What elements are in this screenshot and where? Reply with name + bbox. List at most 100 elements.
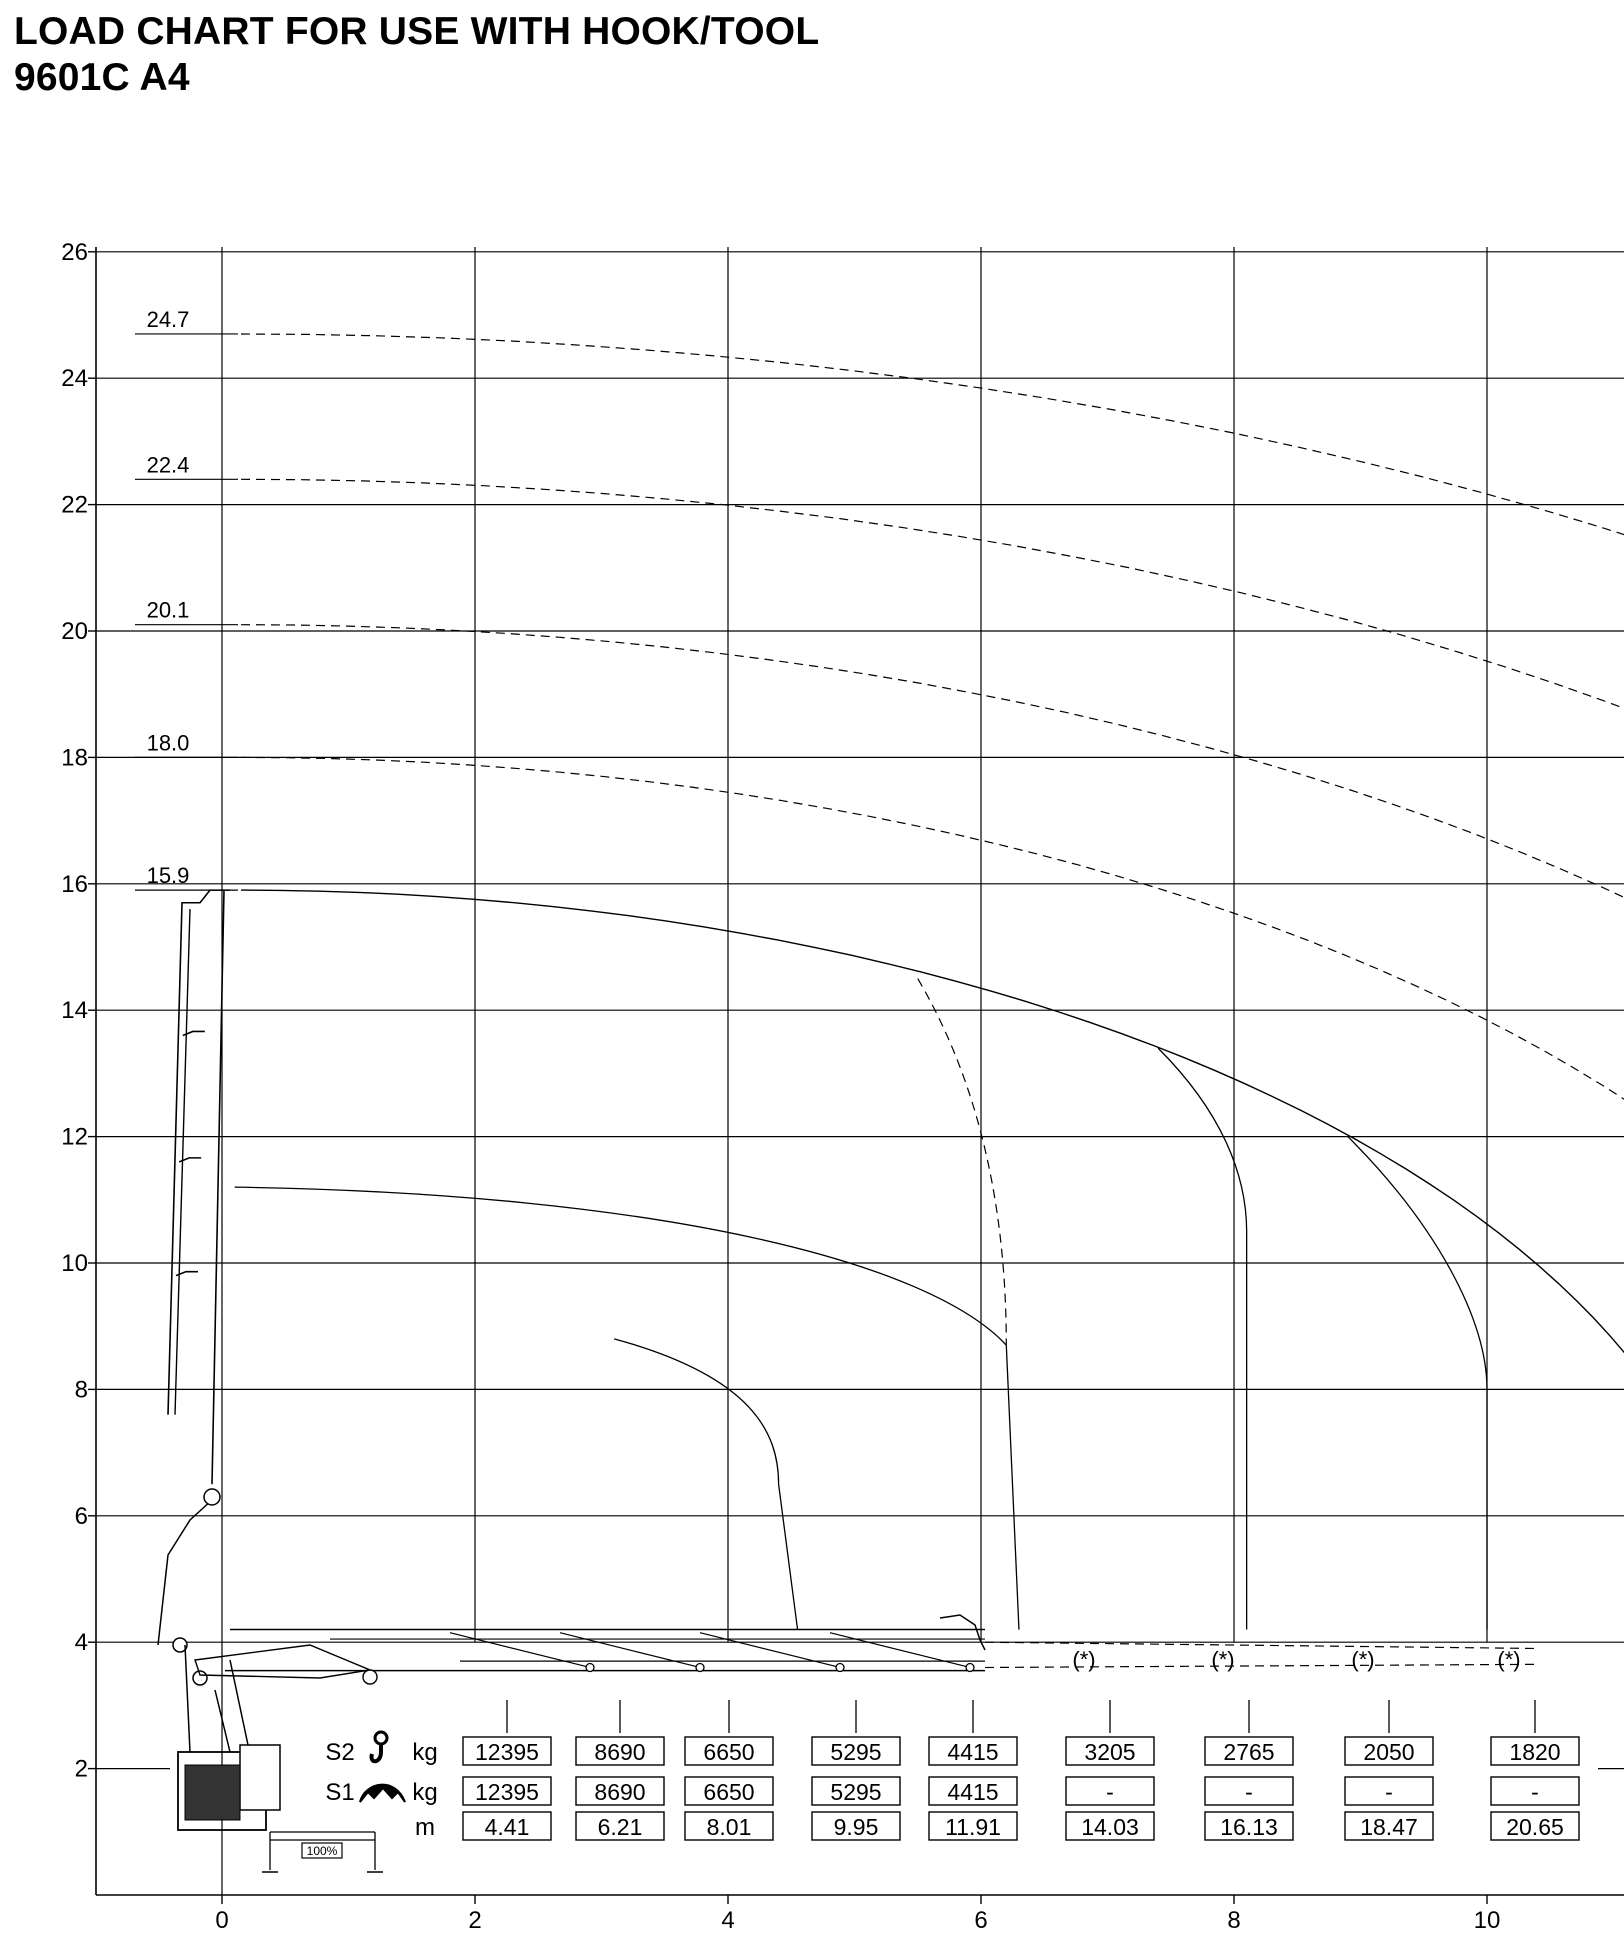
- chart-axes: 0246810121416182022246810121416182022242…: [61, 239, 1624, 1934]
- jib-bottom-dashed: [984, 1663, 1541, 1669]
- max-height-label: 24.7: [147, 307, 190, 332]
- value-box: [811, 1811, 901, 1841]
- extension-ram: [829, 1632, 971, 1669]
- footnote-marker: (*): [1211, 1647, 1234, 1672]
- reach-value: 8.01: [707, 1814, 752, 1840]
- value-box: [1344, 1776, 1434, 1806]
- footnote-marker: (*): [1351, 1647, 1374, 1672]
- model-code: 9601C A4: [14, 56, 190, 99]
- y-tick-label: 20: [61, 618, 88, 645]
- s2-capacity-value: 5295: [830, 1739, 881, 1765]
- value-box: [1344, 1811, 1434, 1841]
- y-tick-label: 6: [75, 1503, 88, 1530]
- pivot: [203, 1488, 221, 1506]
- extension-ram: [699, 1632, 841, 1669]
- value-box: [1065, 1776, 1155, 1806]
- value-box: [462, 1736, 552, 1766]
- jib-top-dashed: [984, 1641, 1541, 1650]
- boom-front: [211, 890, 225, 1485]
- value-box: [1204, 1736, 1294, 1766]
- value-box: [928, 1736, 1018, 1766]
- value-box: [1490, 1776, 1580, 1806]
- hook-icon: [373, 1730, 389, 1746]
- pivot: [362, 1669, 378, 1685]
- section-curve: [917, 978, 1007, 1346]
- section-curve: [1347, 1136, 1488, 1630]
- section-curve: [234, 1186, 1007, 1346]
- value-box: [1490, 1811, 1580, 1841]
- crane-drawing: 100%: [157, 889, 1541, 1873]
- s1-capacity-value: 6650: [703, 1779, 754, 1805]
- footnote-marker: (*): [1072, 1647, 1095, 1672]
- s2-capacity-value: 4415: [947, 1739, 998, 1765]
- section-curve: [1005, 1345, 1020, 1630]
- grab-tool-icon: [359, 1783, 406, 1803]
- kg-unit-label: kg: [412, 1779, 437, 1806]
- y-tick-label: 16: [61, 871, 88, 898]
- value-box: [1204, 1776, 1294, 1806]
- s2-capacity-value: 1820: [1509, 1739, 1560, 1765]
- y-tick-label: 26: [61, 239, 88, 266]
- column: [157, 1499, 213, 1646]
- extension-ram: [449, 1632, 591, 1669]
- s1-capacity-value: -: [1385, 1779, 1393, 1805]
- y-tick-label: 10: [61, 1250, 88, 1277]
- pivot: [172, 1637, 188, 1653]
- x-tick-label: 6: [974, 1907, 987, 1934]
- lift-cylinder: [194, 1644, 373, 1679]
- s1-capacity-value: 4415: [947, 1779, 998, 1805]
- max-height-label: 15.9: [147, 863, 190, 888]
- value-box: [575, 1736, 665, 1766]
- x-tick-label: 2: [468, 1907, 481, 1934]
- s2-capacity-value: 3205: [1084, 1739, 1135, 1765]
- s2-capacity-value: 2050: [1363, 1739, 1414, 1765]
- reach-value: 9.95: [834, 1814, 879, 1840]
- outrigger-extension-box: [301, 1842, 343, 1859]
- boom-inner: [174, 909, 191, 1415]
- s1-capacity-value: -: [1531, 1779, 1539, 1805]
- footnote-marker: (*): [1497, 1647, 1520, 1672]
- x-tick-label: 8: [1227, 1907, 1240, 1934]
- s2-capacity-value: 12395: [475, 1739, 539, 1765]
- boom-section-joint: [178, 1157, 202, 1163]
- s2-capacity-value: 2765: [1223, 1739, 1274, 1765]
- boom-section-joint: [182, 1030, 205, 1037]
- ram-pin: [695, 1662, 705, 1673]
- s2-capacity-value: 6650: [703, 1739, 754, 1765]
- x-tick-label: 4: [721, 1907, 734, 1934]
- load-column: 5295 5295 9.95: [811, 1700, 901, 1841]
- reach-value: 14.03: [1081, 1814, 1139, 1840]
- load-curves: 15.9 18.0 20.1 22.4 24.7: [135, 307, 1624, 1630]
- reach-value: 6.21: [598, 1814, 643, 1840]
- y-tick-label: 22: [61, 492, 88, 519]
- extension-envelope-curve: [240, 756, 1624, 1100]
- value-box: [462, 1776, 552, 1806]
- load-column: 12395 12395 4.41: [462, 1700, 552, 1841]
- boom-tip: [939, 1614, 986, 1651]
- x-tick-label: 0: [215, 1907, 228, 1934]
- reach-value: 4.41: [485, 1814, 530, 1840]
- s2-label: S2: [325, 1739, 354, 1766]
- load-column: 6650 6650 8.01: [684, 1700, 774, 1841]
- kg-unit-label: kg: [412, 1739, 437, 1766]
- reach-value: 18.47: [1360, 1814, 1418, 1840]
- ram-pin: [585, 1662, 595, 1673]
- s2-capacity-value: 8690: [594, 1739, 645, 1765]
- hook-icon: [369, 1744, 383, 1764]
- boom-outer: [167, 889, 230, 1415]
- s1-capacity-value: -: [1245, 1779, 1253, 1805]
- load-column: (*) 2050 - 18.47: [1344, 1647, 1434, 1841]
- value-box: [928, 1776, 1018, 1806]
- y-tick-label: 24: [61, 365, 88, 392]
- s1-capacity-value: 12395: [475, 1779, 539, 1805]
- load-column: (*) 2765 - 16.13: [1204, 1647, 1294, 1841]
- y-tick-label: 2: [75, 1756, 88, 1783]
- reach-value: 20.65: [1506, 1814, 1564, 1840]
- boom-section-joint: [175, 1270, 198, 1277]
- load-column: (*) 1820 - 20.65: [1490, 1647, 1580, 1841]
- extension-envelope-curve: [240, 624, 1624, 899]
- extension-envelope-curve: [240, 333, 1624, 536]
- s1-label: S1: [325, 1779, 354, 1806]
- section-curve: [613, 1338, 799, 1630]
